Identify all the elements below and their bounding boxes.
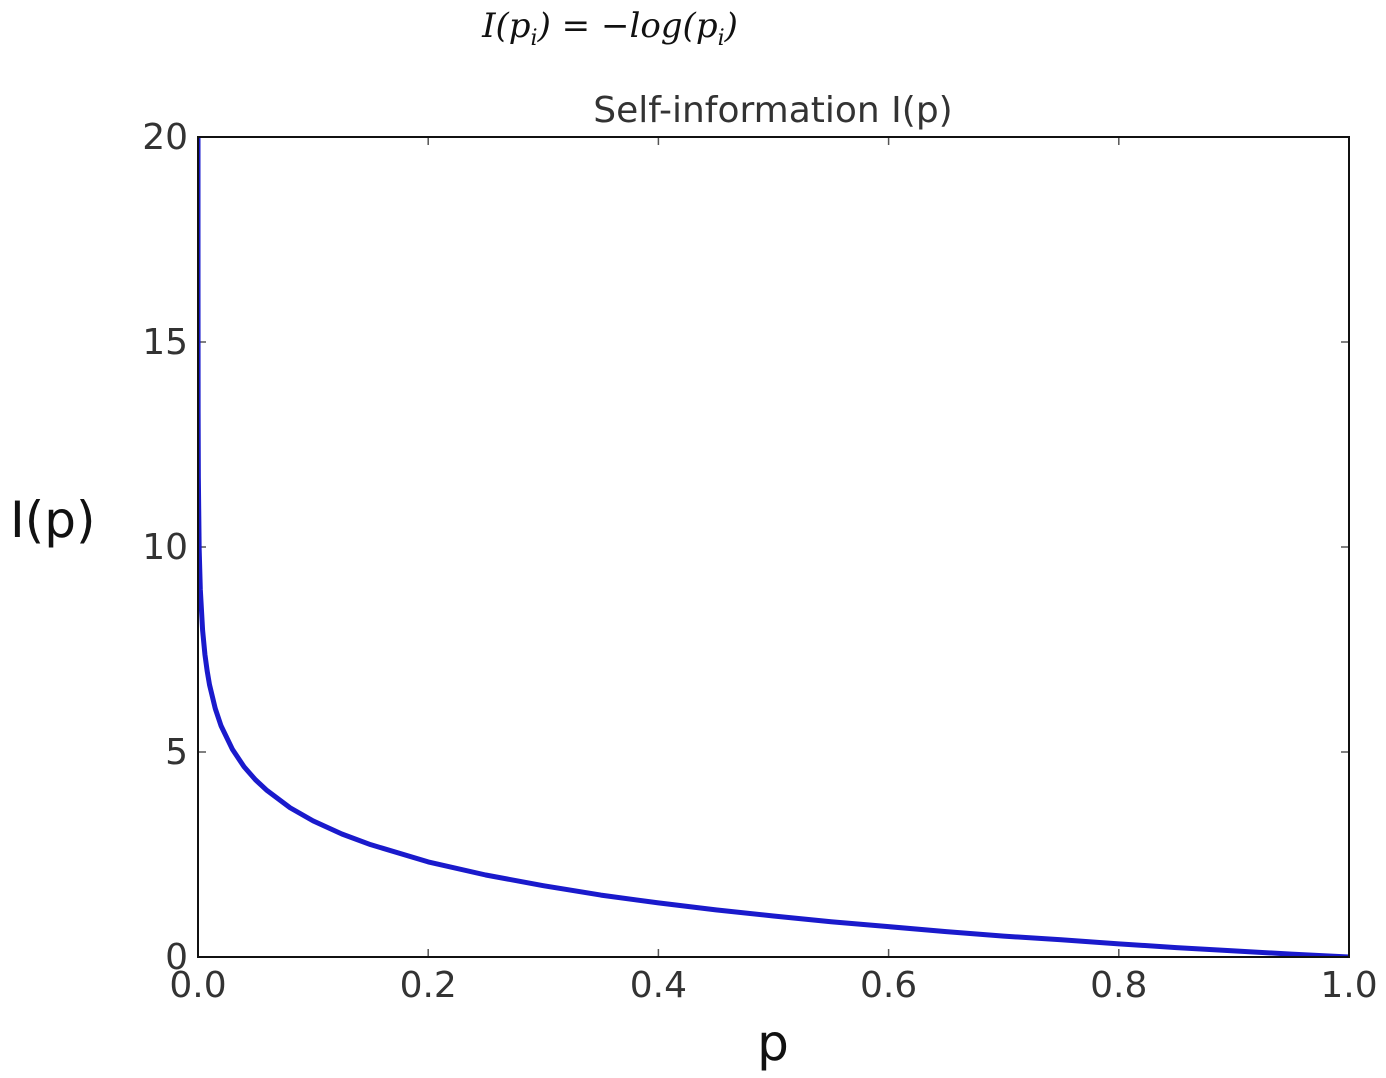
x-tick-label: 0.6 — [860, 965, 917, 1006]
plot-frame — [197, 136, 1350, 958]
formula-lhs: I(p — [482, 6, 531, 46]
formula-sub-2: i — [717, 25, 725, 51]
y-tick-label: 0 — [165, 937, 188, 978]
y-axis-label: I(p) — [10, 491, 96, 549]
y-tick-label: 20 — [142, 117, 188, 158]
x-tick-label: 0.8 — [1090, 965, 1147, 1006]
x-axis-label: p — [757, 1014, 789, 1072]
x-tick-label: 0.2 — [400, 965, 457, 1006]
y-tick-label: 5 — [165, 732, 188, 773]
ticks-layer: 0.0 0.2 0.4 0.6 0.8 1.0 0 5 10 15 20 — [142, 117, 1377, 1006]
formula-sub-1: i — [530, 25, 538, 51]
x-tick-label: 1.0 — [1320, 965, 1377, 1006]
chart-title: Self-information I(p) — [593, 90, 952, 131]
formula: I(pi) = −log(pi) — [0, 6, 1220, 51]
y-tick-label: 15 — [142, 322, 188, 363]
x-tick-label: 0.0 — [169, 965, 226, 1006]
series-layer — [198, 137, 1349, 957]
y-tick-label: 10 — [142, 527, 188, 568]
x-tick-label: 0.4 — [630, 965, 687, 1006]
formula-rhs: ) — [724, 6, 738, 46]
series-line — [198, 137, 1349, 957]
formula-mid: ) = −log(p — [537, 6, 718, 46]
